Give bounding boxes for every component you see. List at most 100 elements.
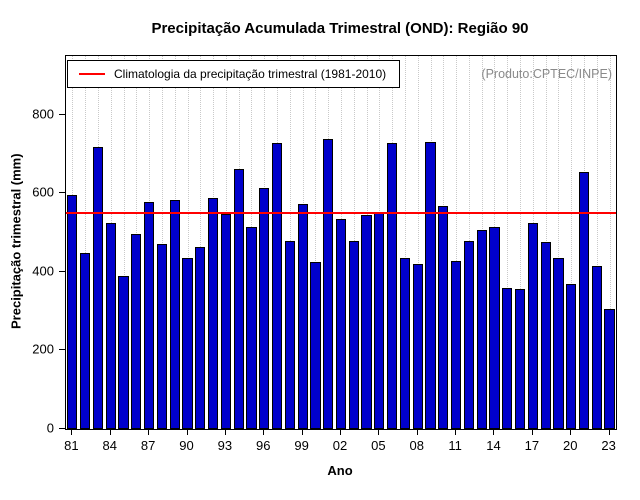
bar-06 xyxy=(387,142,398,429)
x-tick xyxy=(493,429,495,435)
gridline xyxy=(507,56,509,429)
bar-16 xyxy=(514,288,526,429)
bar-07 xyxy=(399,257,411,429)
gridline xyxy=(315,56,317,429)
legend: Climatologia da precipitação trimestral … xyxy=(67,60,401,88)
bar-91 xyxy=(195,246,206,429)
x-tick-label: 23 xyxy=(601,438,616,453)
bar-11 xyxy=(451,260,462,429)
bar-19 xyxy=(553,257,564,429)
y-tick xyxy=(59,192,65,194)
x-tick-label: 02 xyxy=(332,438,348,453)
x-tick-label: 87 xyxy=(140,438,156,453)
x-tick xyxy=(71,429,73,435)
bar-20 xyxy=(566,284,577,429)
gridline xyxy=(596,56,598,429)
x-tick-label: 81 xyxy=(64,438,79,453)
x-tick xyxy=(263,429,265,435)
bar-13 xyxy=(476,229,487,429)
gridline xyxy=(558,56,560,429)
legend-label: Climatologia da precipitação trimestral … xyxy=(114,67,387,81)
bar-01 xyxy=(323,138,334,429)
x-tick-label: 99 xyxy=(294,438,309,453)
bar-17 xyxy=(527,222,538,429)
gridline xyxy=(123,56,125,429)
bar-93 xyxy=(220,213,231,429)
bar-04 xyxy=(361,215,372,429)
x-tick xyxy=(224,429,226,435)
bar-81 xyxy=(67,195,78,429)
gridline xyxy=(456,56,458,429)
bar-90 xyxy=(182,257,193,429)
bar-88 xyxy=(156,244,168,429)
x-tick-label: 20 xyxy=(562,438,578,453)
y-tick-label: 0 xyxy=(46,420,54,436)
gridline xyxy=(609,56,611,429)
bar-14 xyxy=(489,226,500,429)
x-tick-label: 05 xyxy=(371,438,386,453)
bar-21 xyxy=(578,171,590,429)
x-tick-label: 96 xyxy=(256,438,271,453)
bar-09 xyxy=(425,142,436,429)
x-tick xyxy=(340,429,341,435)
y-tick-label: 400 xyxy=(32,263,54,279)
y-tick-label: 800 xyxy=(32,106,54,122)
bar-12 xyxy=(463,240,474,429)
bar-94 xyxy=(233,169,244,429)
bar-89 xyxy=(169,200,180,429)
x-tick xyxy=(455,429,457,435)
x-tick xyxy=(186,429,188,435)
bar-18 xyxy=(540,242,551,429)
y-tick xyxy=(59,428,65,429)
bar-22 xyxy=(591,266,602,429)
bar-02 xyxy=(335,218,347,429)
plot-area xyxy=(65,55,617,430)
y-tick-label: 600 xyxy=(32,184,54,200)
x-tick-label: 08 xyxy=(409,438,424,453)
x-tick xyxy=(416,429,418,435)
bar-83 xyxy=(92,147,104,429)
x-tick xyxy=(109,429,111,435)
gridline xyxy=(404,56,406,429)
gridline xyxy=(161,56,163,429)
y-tick xyxy=(59,270,65,272)
x-tick xyxy=(570,429,572,435)
x-tick xyxy=(608,429,610,435)
x-tick xyxy=(301,429,303,435)
x-axis-label: Ano xyxy=(327,463,353,478)
gridline xyxy=(417,56,419,429)
bar-96 xyxy=(259,187,270,429)
x-tick xyxy=(378,429,380,435)
bar-95 xyxy=(246,226,257,429)
bar-87 xyxy=(144,202,155,429)
x-tick xyxy=(531,429,533,435)
bar-00 xyxy=(310,262,321,429)
bar-15 xyxy=(502,288,513,429)
bar-86 xyxy=(131,233,142,429)
y-tick xyxy=(59,113,65,115)
y-tick xyxy=(59,349,65,351)
bar-85 xyxy=(118,275,129,429)
gridline xyxy=(187,56,189,429)
x-tick-label: 84 xyxy=(102,438,117,453)
climatology-line xyxy=(66,212,616,215)
bar-92 xyxy=(207,198,219,429)
x-tick xyxy=(148,429,150,435)
bar-97 xyxy=(271,142,283,429)
bar-84 xyxy=(105,222,116,429)
gridline xyxy=(571,56,573,429)
bar-23 xyxy=(604,308,615,429)
x-tick-label: 93 xyxy=(217,438,233,453)
chart-title: Precipitação Acumulada Trimestral (OND):… xyxy=(151,20,529,37)
x-tick-label: 11 xyxy=(448,438,462,453)
gridline xyxy=(200,56,202,429)
y-tick-label: 200 xyxy=(32,341,54,357)
x-tick-label: 17 xyxy=(524,438,540,453)
legend-line-sample xyxy=(79,73,105,75)
product-annotation: (Produto:CPTEC/INPE) xyxy=(481,67,612,81)
bar-10 xyxy=(438,206,449,429)
bar-99 xyxy=(297,204,308,429)
bar-05 xyxy=(374,213,385,429)
bar-82 xyxy=(80,253,91,429)
